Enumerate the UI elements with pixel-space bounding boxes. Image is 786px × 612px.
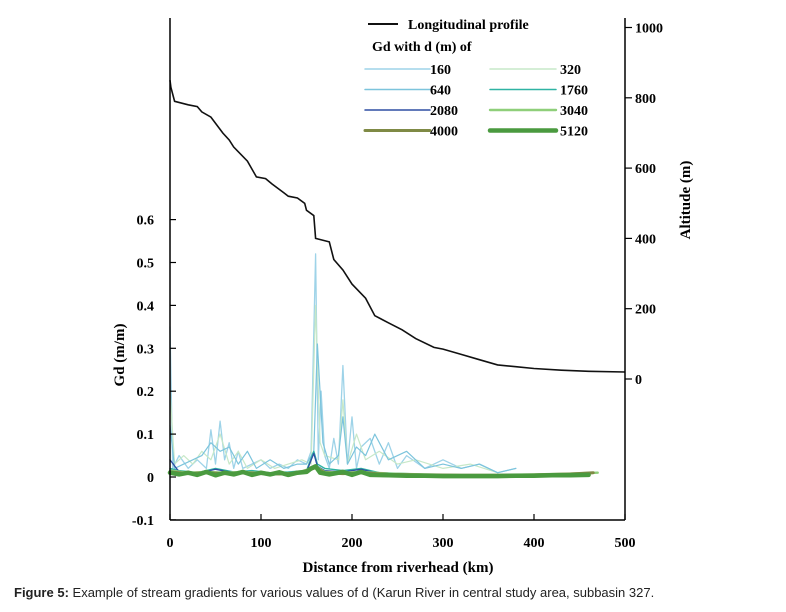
legend-label-2080: 2080	[430, 104, 458, 119]
y-tick-label: 0	[147, 471, 154, 486]
x-tick-label: 400	[524, 536, 545, 551]
y2-tick-label: 0	[635, 373, 642, 388]
y2-tick-label: 200	[635, 303, 656, 318]
y-tick-label: 0.1	[137, 428, 155, 443]
series-line-160	[169, 253, 517, 474]
profile-line	[169, 80, 626, 373]
caption-label: Figure 5:	[14, 585, 69, 600]
y2-axis-title: Altitude (m)	[678, 161, 694, 240]
legend-label-profile: Longitudinal profile	[408, 18, 529, 33]
y-tick-label: 0.5	[137, 257, 155, 272]
y-tick-label: 0.2	[137, 385, 155, 400]
y2-tick-label: 400	[635, 232, 656, 247]
series-line-5120	[167, 464, 591, 479]
x-tick-label: 0	[167, 536, 174, 551]
y2-tick-label: 600	[635, 162, 656, 177]
axes-layer: 0 100 200 300 400 500 -0.1 0 0.1 0.2 0.3 0.4 0.5 0.6 0…	[132, 18, 663, 551]
caption-text: Example of stream gradients for various …	[68, 585, 655, 600]
legend-label-320: 320	[560, 63, 581, 78]
y-tick-label: -0.1	[132, 514, 154, 529]
legend: Longitudinal profile Gd with d (m) of 160 3…	[363, 18, 588, 140]
legend-title: Gd with d (m) of	[372, 40, 472, 55]
series-line-640	[169, 343, 517, 474]
y2-tick-label: 800	[635, 92, 656, 107]
figure-caption: Figure 5: Example of stream gradients fo…	[14, 585, 786, 600]
plot-layer	[167, 80, 626, 479]
y-tick-label: 0.3	[137, 342, 155, 357]
y-tick-label: 0.6	[137, 214, 155, 229]
legend-label-3040: 3040	[560, 104, 588, 119]
y-axis-title: Gd (m/m)	[112, 324, 128, 387]
x-tick-label: 100	[251, 536, 272, 551]
x-tick-label: 500	[615, 536, 636, 551]
legend-label-5120: 5120	[560, 125, 588, 140]
legend-label-4000: 4000	[430, 125, 458, 140]
legend-label-1760: 1760	[560, 84, 588, 99]
legend-label-160: 160	[430, 63, 451, 78]
x-axis-title: Distance from riverhead (km)	[303, 560, 494, 576]
series-line-320	[169, 304, 499, 474]
x-tick-label: 300	[433, 536, 454, 551]
y2-tick-label: 1000	[635, 22, 663, 37]
x-tick-label: 200	[342, 536, 363, 551]
legend-label-640: 640	[430, 84, 451, 99]
y-tick-label: 0.4	[137, 299, 155, 314]
